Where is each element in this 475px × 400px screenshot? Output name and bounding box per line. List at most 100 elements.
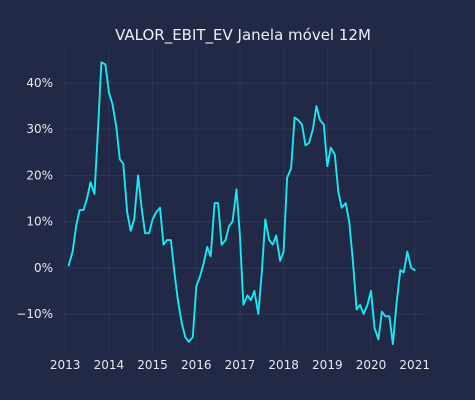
data-point [115,126,117,128]
data-point [159,207,161,209]
data-point [293,116,295,118]
data-point [348,220,350,222]
data-point [151,218,153,220]
data-point [362,313,364,315]
data-point [199,276,201,278]
data-point [304,144,306,146]
data-point [275,234,277,236]
data-point [326,165,328,167]
data-point [384,315,386,317]
data-point [203,262,205,264]
y-tick-label: 30% [26,122,53,136]
data-point [144,232,146,234]
data-point [130,230,132,232]
data-point [406,250,408,252]
data-point [246,294,248,296]
data-point [355,308,357,310]
data-point [373,327,375,329]
data-point [173,271,175,273]
y-tick-label: 40% [26,76,53,90]
data-point [377,338,379,340]
data-point [206,246,208,248]
data-point [345,202,347,204]
data-point [181,322,183,324]
data-point [337,190,339,192]
data-point [297,119,299,121]
data-point [75,225,77,227]
data-point [334,153,336,155]
data-point [220,244,222,246]
y-tick-label: 20% [26,168,53,182]
data-point [341,207,343,209]
series-layer [67,61,416,346]
data-point [213,202,215,204]
data-point [217,202,219,204]
data-point [239,234,241,236]
data-point [97,128,99,130]
data-point [235,188,237,190]
data-point [86,197,88,199]
data-point [319,119,321,121]
data-point [162,244,164,246]
data-point [370,290,372,292]
data-point [224,239,226,241]
data-point [82,209,84,211]
data-point [414,269,416,271]
data-point [210,255,212,257]
data-point [301,123,303,125]
data-point [250,299,252,301]
chart-title: VALOR_EBIT_EV Janela móvel 12M [115,26,371,45]
x-tick-label: 2018 [268,358,299,372]
data-point [392,343,394,345]
data-point [148,232,150,234]
x-tick-label: 2021 [399,358,430,372]
data-point [228,225,230,227]
data-point [188,341,190,343]
data-point [257,313,259,315]
data-point [122,163,124,165]
data-point [78,209,80,211]
data-point [68,264,70,266]
data-point [137,174,139,176]
data-point [399,269,401,271]
x-tick-label: 2013 [50,358,81,372]
data-point [111,103,113,105]
x-tick-label: 2014 [94,358,125,372]
data-point [89,181,91,183]
data-point [359,304,361,306]
x-tick-label: 2020 [356,358,387,372]
data-point [253,290,255,292]
data-point [395,304,397,306]
data-point [140,207,142,209]
data-point [126,211,128,213]
data-point [272,244,274,246]
data-point [93,193,95,195]
data-point [366,304,368,306]
data-point [119,158,121,160]
data-point [231,220,233,222]
data-point [290,167,292,169]
data-point [308,142,310,144]
data-point [242,304,244,306]
data-point [323,123,325,125]
data-point [330,147,332,149]
data-point [133,218,135,220]
data-point [108,91,110,93]
data-point [71,250,73,252]
series-line [67,61,416,346]
data-point [286,177,288,179]
data-point [268,239,270,241]
data-point [315,105,317,107]
data-point [279,260,281,262]
data-point [352,257,354,259]
x-tick-label: 2017 [225,358,256,372]
data-point [403,271,405,273]
data-point [177,299,179,301]
data-point [184,336,186,338]
data-point [166,239,168,241]
data-point [170,239,172,241]
data-point [195,285,197,287]
data-point [282,250,284,252]
